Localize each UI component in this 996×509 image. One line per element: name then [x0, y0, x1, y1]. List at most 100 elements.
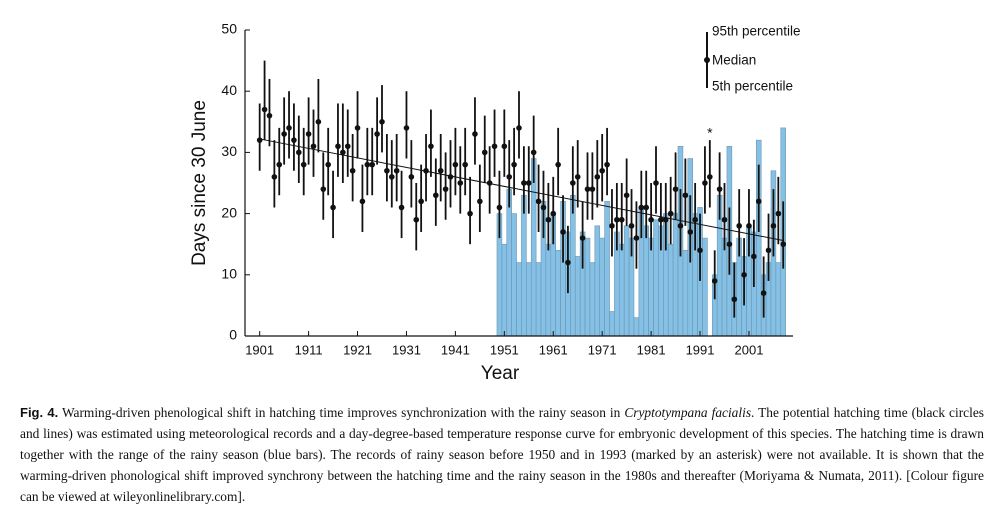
median-point	[594, 174, 601, 180]
caption-species: Cryptotympana facialis	[624, 405, 752, 420]
median-point	[359, 198, 366, 205]
y-tick-label: 10	[221, 266, 237, 282]
rain-bar	[535, 262, 542, 337]
median-point	[423, 167, 429, 174]
median-point	[770, 223, 777, 229]
rain-bar	[570, 194, 576, 337]
median-point	[398, 204, 405, 211]
median-point	[609, 223, 615, 229]
median-point	[344, 143, 351, 150]
median-point	[599, 167, 605, 174]
legend-dot	[704, 57, 710, 63]
median-point	[315, 119, 322, 125]
y-tick-label: 0	[229, 327, 237, 343]
rain-bar	[721, 237, 728, 337]
x-tick-label: 1991	[686, 342, 715, 357]
median-point	[741, 272, 747, 278]
legend-label: 5th percentile	[712, 79, 793, 94]
median-point	[638, 204, 645, 211]
median-point	[442, 186, 449, 192]
median-point	[535, 198, 542, 205]
median-point	[467, 210, 473, 217]
rain-bar	[682, 250, 689, 337]
median-point	[477, 198, 483, 205]
x-tick-label: 1921	[343, 342, 372, 357]
x-tick-label: 1931	[392, 342, 421, 357]
median-point	[271, 174, 278, 180]
median-point	[291, 137, 297, 143]
median-point	[330, 204, 336, 211]
median-point	[751, 253, 757, 260]
median-point	[731, 296, 738, 303]
y-tick-label: 30	[221, 143, 237, 159]
median-point	[707, 174, 713, 180]
x-tick-label: 2001	[735, 342, 764, 357]
median-point	[565, 259, 571, 266]
median-point	[403, 125, 410, 131]
median-point	[408, 174, 415, 180]
median-point	[349, 167, 356, 174]
rain-bar	[672, 213, 679, 337]
median-point	[545, 216, 552, 223]
rain-bar	[775, 262, 782, 337]
median-point	[521, 180, 527, 186]
median-point	[755, 198, 762, 205]
median-point	[433, 192, 439, 199]
x-tick-label: 1941	[441, 342, 470, 357]
median-point	[256, 137, 263, 143]
rain-bar	[594, 225, 601, 337]
median-point	[384, 167, 390, 174]
median-point	[677, 223, 684, 229]
y-tick-label: 40	[221, 82, 237, 98]
caption-text: . The potential hatching time (black cir…	[20, 405, 984, 504]
rain-bar	[506, 188, 512, 337]
median-point	[281, 131, 287, 137]
median-point	[335, 143, 341, 150]
median-point	[354, 125, 361, 131]
rain-bar	[643, 225, 649, 337]
median-point	[726, 241, 733, 247]
caption: Fig. 4. Warming-driven phenological shif…	[20, 402, 984, 507]
x-tick-label: 1971	[588, 342, 617, 357]
median-point	[555, 161, 561, 168]
median-point	[481, 149, 488, 156]
rain-bar	[609, 311, 615, 337]
median-point	[589, 186, 596, 192]
median-point	[472, 131, 478, 137]
median-point	[428, 143, 434, 150]
rain-bar	[648, 237, 654, 337]
median-point	[501, 143, 508, 150]
legend-label: Median	[712, 53, 756, 68]
rain-bar	[619, 243, 625, 337]
median-point	[511, 161, 517, 168]
median-point	[721, 216, 728, 223]
median-point	[775, 210, 782, 217]
rain-bar	[521, 194, 527, 337]
median-point	[388, 174, 395, 180]
median-point	[765, 247, 772, 254]
median-point	[658, 216, 664, 223]
caption-text: Warming-driven phenological shift in hat…	[61, 405, 621, 420]
median-point	[643, 204, 650, 211]
x-tick-label: 1911	[295, 342, 323, 357]
median-point	[618, 216, 625, 223]
median-point	[418, 198, 424, 205]
median-point	[667, 210, 674, 217]
rain-bar	[526, 262, 532, 337]
rain-bar	[545, 243, 552, 337]
median-point	[462, 161, 468, 168]
median-point	[266, 112, 273, 119]
median-point	[623, 192, 630, 199]
rain-bar	[653, 219, 659, 337]
median-point	[530, 149, 537, 156]
median-point	[516, 125, 522, 131]
median-point	[525, 180, 532, 186]
rain-bar	[516, 262, 522, 337]
median-point	[662, 216, 669, 223]
rain-bar	[501, 243, 508, 337]
median-point	[579, 235, 586, 241]
x-tick-label: 1961	[539, 342, 568, 357]
median-point	[413, 216, 420, 223]
rain-bar	[633, 317, 640, 337]
median-point	[760, 290, 767, 296]
